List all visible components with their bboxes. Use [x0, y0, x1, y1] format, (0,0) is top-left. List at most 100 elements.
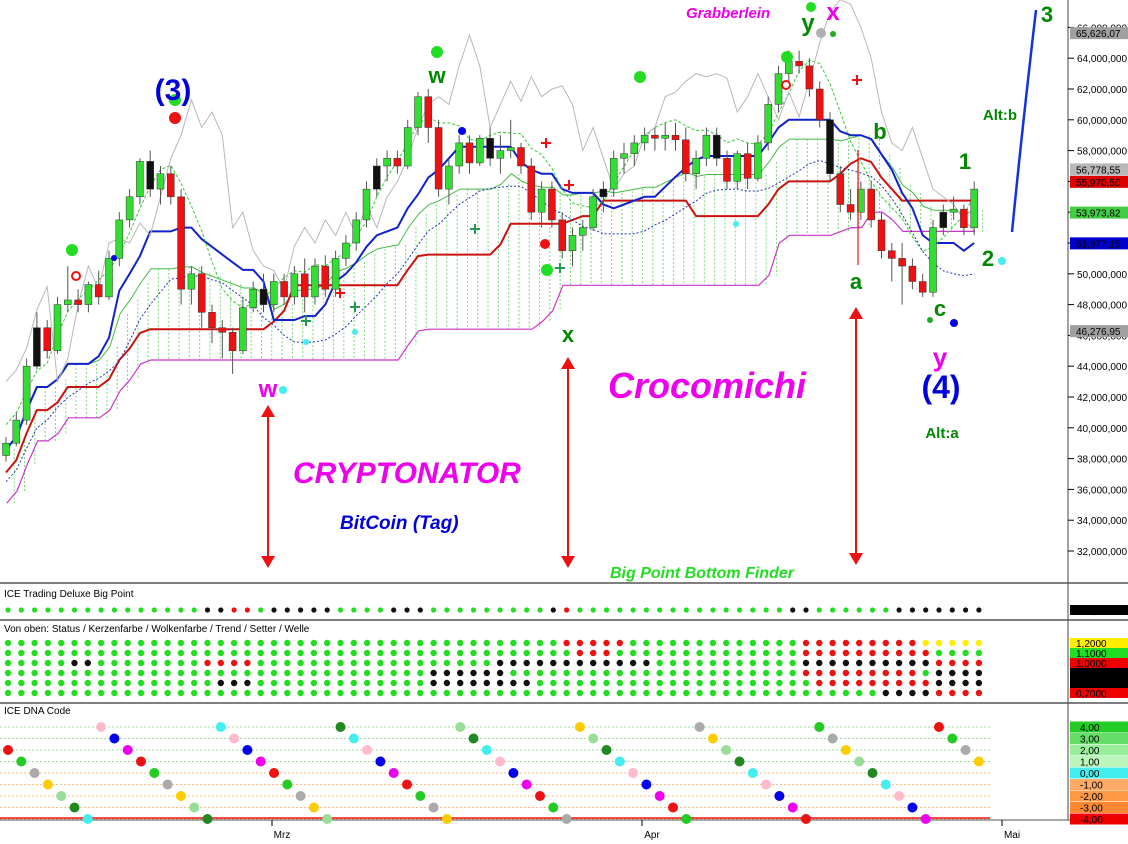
status-dot-2-36 — [483, 659, 490, 667]
candle-body-61 — [630, 142, 639, 154]
kijun-line — [5, 157, 975, 474]
candle-body-50 — [517, 147, 525, 167]
status-dot-0-10 — [137, 639, 145, 647]
status-dot-4-24 — [324, 679, 331, 687]
dna-level-bg-3 — [1070, 756, 1128, 767]
status-dot-5-17 — [230, 689, 238, 697]
dna-dot-24 — [322, 814, 333, 824]
dna-dot-39 — [521, 779, 532, 790]
status-dot-5-30 — [403, 689, 411, 697]
status-dot-4-68 — [909, 679, 916, 687]
status-dot-3-29 — [390, 669, 397, 677]
bigpoint-dot-32 — [431, 607, 437, 613]
status-dot-4-25 — [337, 679, 344, 687]
status-dot-0-72 — [962, 639, 969, 647]
status-dot-1-73 — [975, 649, 983, 657]
status-dot-1-45 — [603, 649, 610, 657]
bigpoint-dot-36 — [484, 607, 490, 613]
status-dot-5-27 — [363, 689, 371, 697]
status-dot-2-31 — [417, 659, 424, 667]
dna-dot-0 — [3, 745, 13, 755]
price-tag-1: 56,778,55 — [1076, 165, 1121, 176]
status-dot-0-60 — [802, 639, 810, 647]
green-cross-0 — [301, 316, 311, 326]
status-dot-0-69 — [922, 639, 929, 647]
candle-body-47 — [486, 138, 494, 159]
status-dot-2-67 — [895, 659, 903, 667]
status-dot-1-67 — [895, 649, 903, 657]
status-dot-1-43 — [576, 649, 584, 657]
candle-body-62 — [640, 134, 649, 144]
status-dot-3-30 — [403, 669, 411, 677]
status-dot-0-48 — [643, 639, 650, 647]
status-dot-1-39 — [523, 649, 530, 657]
status-dot-2-14 — [191, 659, 198, 667]
dna-dot-35 — [468, 733, 479, 744]
status-dot-0-70 — [935, 639, 943, 647]
signal-dot-18 — [303, 339, 309, 345]
status-dot-4-11 — [151, 679, 158, 687]
status-dot-2-37 — [496, 659, 504, 667]
status-dot-2-41 — [550, 659, 557, 667]
panel1-value: 100,00 — [1076, 606, 1107, 617]
bigpoint-dot-38 — [510, 607, 516, 613]
status-dot-3-42 — [563, 669, 570, 677]
status-dot-5-19 — [257, 689, 264, 697]
annotation-7: b — [873, 119, 886, 144]
y-tick-label-1: 34,000,000 — [1077, 516, 1127, 527]
status-dot-2-71 — [949, 659, 956, 667]
candle-body-44 — [455, 142, 463, 167]
status-dot-1-21 — [284, 649, 291, 657]
status-dot-2-16 — [217, 659, 224, 667]
bigpoint-dot-65 — [869, 607, 876, 613]
status-dot-5-47 — [629, 689, 637, 697]
candle-body-22 — [228, 332, 237, 352]
status-dot-1-49 — [656, 649, 663, 657]
status-dot-4-55 — [736, 679, 743, 687]
status-dot-4-62 — [829, 679, 836, 687]
status-dot-2-59 — [789, 659, 796, 667]
status-dot-4-53 — [709, 679, 717, 687]
status-dot-5-64 — [856, 689, 863, 697]
signal-dot-6 — [830, 31, 836, 37]
status-dot-2-56 — [749, 659, 756, 667]
status-dot-1-16 — [217, 649, 224, 657]
status-dot-0-4 — [58, 639, 65, 647]
dna-level-bg-0 — [1070, 721, 1128, 733]
status-dot-2-22 — [297, 659, 304, 667]
dna-dot-13 — [175, 791, 186, 801]
status-dot-3-61 — [816, 669, 823, 677]
dna-level-label-2: 2,00 — [1080, 746, 1100, 757]
status-dot-4-5 — [71, 679, 78, 687]
status-dot-0-44 — [590, 639, 597, 647]
candle-body-21 — [218, 327, 227, 333]
dna-level-bg-4 — [1070, 767, 1128, 779]
status-dot-4-37 — [496, 679, 504, 687]
signal-dot-12 — [111, 255, 117, 261]
panel1-tag-bg — [1070, 605, 1128, 615]
bigpoint-dot-55 — [736, 607, 743, 613]
status-dot-4-54 — [723, 679, 730, 687]
candle-body-79 — [815, 88, 824, 121]
bigpoint-dot-73 — [976, 607, 982, 613]
status-dot-4-30 — [403, 679, 411, 687]
status-dot-3-6 — [84, 669, 92, 677]
dna-level-label-0: 4,00 — [1080, 723, 1100, 734]
status-dot-3-60 — [802, 669, 810, 677]
status-dot-5-31 — [417, 689, 424, 697]
status-dot-3-38 — [510, 669, 517, 677]
y-tick-label-5: 42,000,000 — [1077, 393, 1127, 404]
status-dot-2-3 — [44, 659, 52, 667]
status-dot-1-44 — [590, 649, 597, 657]
dna-dot-51 — [681, 814, 692, 824]
candle-body-5 — [53, 304, 62, 352]
status-dot-1-14 — [191, 649, 198, 657]
candle-body-51 — [527, 165, 536, 213]
status-dot-0-29 — [390, 639, 397, 647]
dna-dot-16 — [215, 722, 226, 732]
status-dot-3-4 — [58, 669, 65, 677]
status-dot-2-10 — [137, 659, 145, 667]
status-dot-1-24 — [324, 649, 331, 657]
status-dot-4-23 — [310, 679, 318, 687]
arrow-head-up-0 — [261, 405, 275, 417]
